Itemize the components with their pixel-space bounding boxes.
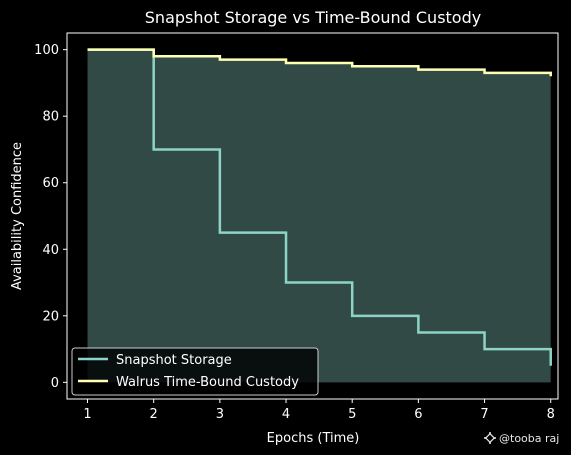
y-tick-label: 40 — [42, 243, 59, 258]
watermark: @tooba raj — [484, 432, 559, 445]
legend: Snapshot Storage Walrus Time-Bound Custo… — [71, 347, 319, 396]
sparkle-icon — [484, 432, 496, 444]
axes — [66, 32, 559, 400]
x-axis-label: Epochs (Time) — [267, 431, 360, 446]
x-tick-label: 8 — [547, 407, 555, 422]
watermark-text: @tooba raj — [499, 432, 559, 445]
x-tick-label: 3 — [216, 407, 224, 422]
y-tick-label: 80 — [42, 110, 59, 125]
x-tick-label: 4 — [282, 407, 290, 422]
x-axis-ticks: 1 2 3 4 5 6 7 8 — [83, 399, 555, 422]
plot-frame — [66, 32, 559, 400]
walrus-fill-area — [87, 49, 551, 383]
series-line-0 — [87, 48, 552, 366]
x-tick-label: 5 — [348, 407, 356, 422]
chart-title: Snapshot Storage vs Time-Bound Custody — [145, 8, 481, 27]
x-tick-label: 7 — [480, 407, 488, 422]
y-axis-ticks: 0 20 40 60 80 100 — [34, 43, 67, 391]
y-tick-label: 20 — [42, 309, 59, 324]
x-tick-label: 1 — [83, 407, 91, 422]
series-line-1 — [87, 48, 552, 77]
y-tick-label: 60 — [42, 176, 59, 191]
y-tick-label: 100 — [34, 43, 59, 58]
plot-fill-layer — [87, 49, 551, 383]
x-tick-label: 2 — [150, 407, 158, 422]
y-tick-label: 0 — [51, 376, 59, 391]
legend-label-snapshot: Snapshot Storage — [116, 353, 232, 368]
y-axis-label: Availability Confidence — [10, 142, 25, 290]
plot-lines-layer — [87, 48, 552, 366]
legend-box — [71, 347, 319, 396]
x-tick-label: 6 — [414, 407, 422, 422]
legend-label-walrus: Walrus Time-Bound Custody — [116, 375, 299, 390]
